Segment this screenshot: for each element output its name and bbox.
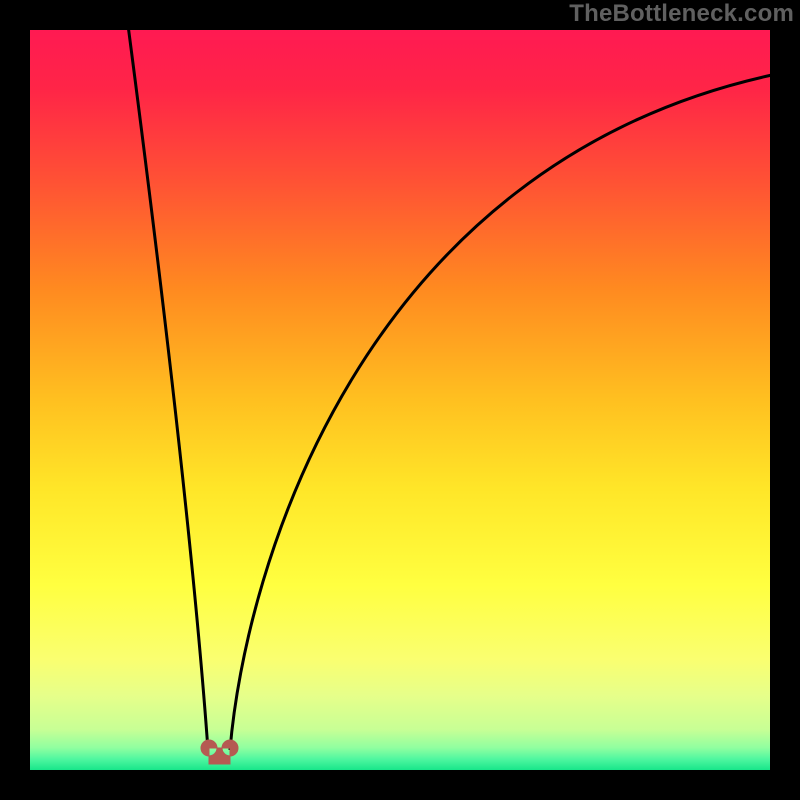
gradient-and-curve-svg	[30, 30, 770, 770]
plot-area	[30, 30, 770, 770]
watermark-text: TheBottleneck.com	[569, 0, 794, 28]
gradient-background	[30, 30, 770, 770]
